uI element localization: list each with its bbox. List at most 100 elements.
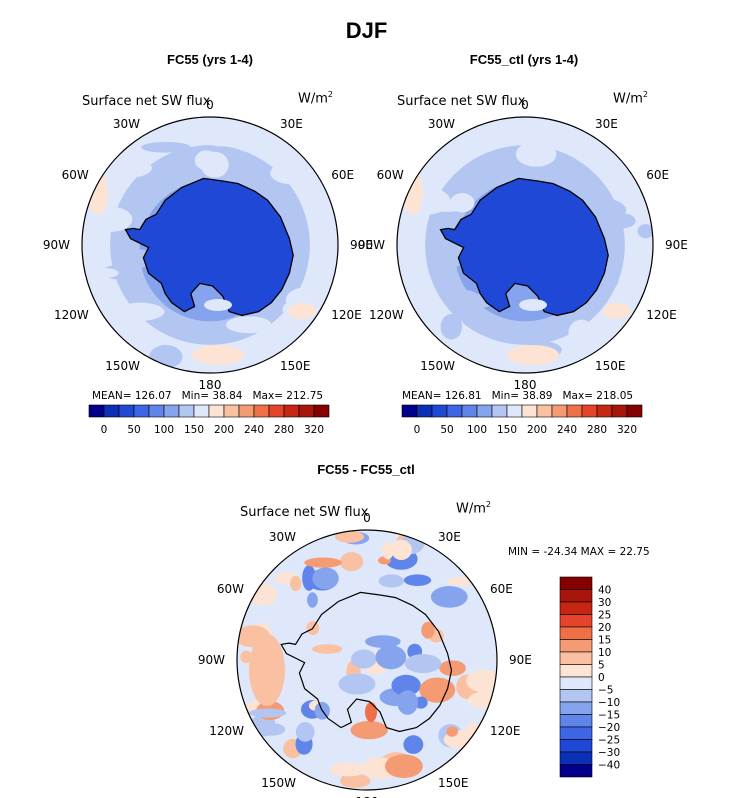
- colorbar-swatch: [253, 404, 270, 418]
- warm-patch: [192, 345, 244, 365]
- colorbar-swatch: [559, 614, 593, 628]
- longitude-label: 90E: [509, 653, 532, 667]
- colorbar-tick-label: 50: [127, 424, 140, 436]
- colorbar-tick-label: −25: [598, 735, 620, 747]
- longitude-label: 30W: [269, 530, 296, 544]
- colorbar-tick-label: 280: [587, 424, 607, 436]
- colorbar-swatch: [559, 576, 593, 590]
- longitude-label: 120E: [331, 308, 362, 322]
- colorbar-tick-label: 240: [557, 424, 577, 436]
- antarctica-field: [440, 178, 609, 316]
- colorbar-tick-label: 50: [440, 424, 453, 436]
- flux-patch: [515, 141, 557, 167]
- flux-patch: [202, 123, 241, 147]
- diff-patch: [403, 574, 432, 586]
- flux-patch: [225, 316, 272, 334]
- colorbar-swatch: [611, 404, 628, 418]
- diff-patch: [466, 669, 497, 693]
- antarctica-field: [125, 178, 294, 316]
- panel-3-variable-label: Surface net SW flux: [240, 505, 369, 520]
- diff-patch: [312, 644, 343, 654]
- colorbar-tick-label: 5: [598, 660, 605, 672]
- diff-patch: [302, 565, 316, 591]
- panel-1-min: Min= 38.84: [181, 390, 243, 402]
- colorbar-swatch: [148, 404, 165, 418]
- colorbar-swatch: [223, 404, 240, 418]
- diff-patch: [390, 539, 412, 560]
- colorbar-swatch: [559, 726, 593, 740]
- colorbar-swatch: [208, 404, 225, 418]
- colorbar-swatch: [446, 404, 463, 418]
- colorbar-tick-label: −20: [598, 722, 620, 734]
- longitude-label: 30E: [595, 117, 618, 131]
- colorbar-tick-label: 30: [598, 597, 611, 609]
- colorbar-swatch: [559, 676, 593, 690]
- warm-patch: [507, 345, 559, 365]
- panel-2-variable-label: Surface net SW flux: [397, 94, 526, 109]
- colorbar-swatch: [551, 404, 568, 418]
- diff-patch: [419, 677, 456, 703]
- colorbar-tick-label: 280: [274, 424, 294, 436]
- diff-patch: [351, 649, 377, 669]
- colorbar-swatch: [559, 589, 593, 603]
- map-panel-3: 0 30E 60E 90E 120E 150E 180 150W 120W 90W 60W 30W: [198, 511, 532, 798]
- colorbar-swatch: [163, 404, 180, 418]
- longitude-label: 180: [199, 378, 222, 392]
- colorbar-swatch: [133, 404, 150, 418]
- longitude-label: 60E: [646, 168, 669, 182]
- colorbar-swatch: [103, 404, 120, 418]
- diff-patch: [249, 708, 287, 718]
- longitude-label: 60W: [377, 168, 404, 182]
- colorbar-tick-label: 10: [598, 647, 611, 659]
- colorbar-swatch: [88, 404, 105, 418]
- diff-patch: [421, 621, 435, 639]
- colorbar-tick-label: 200: [527, 424, 547, 436]
- flux-patch: [270, 161, 316, 185]
- panel-2-units: W/m2: [613, 90, 648, 107]
- colorbar-swatch: [559, 664, 593, 678]
- diff-patch: [340, 774, 371, 788]
- flux-patch: [194, 150, 219, 171]
- diff-patch: [375, 645, 407, 670]
- panel-2-mean: MEAN= 126.81: [402, 390, 482, 402]
- diff-patch: [439, 660, 466, 676]
- diff-patch: [403, 735, 424, 754]
- diff-patch: [329, 762, 367, 777]
- diff-patch: [338, 673, 376, 695]
- diff-patch: [378, 574, 405, 588]
- diff-patch: [404, 654, 442, 674]
- diff-patch: [382, 541, 394, 560]
- map-panel-1: 0 30E 60E 90E 120E 150E 180 150W 120W 90W 60W 30W: [43, 98, 373, 392]
- colorbar-swatch: [559, 714, 593, 728]
- colorbar-swatch: [559, 639, 593, 653]
- colorbar-swatch: [118, 404, 135, 418]
- colorbar-swatch: [298, 404, 315, 418]
- colorbar-swatch: [416, 404, 433, 418]
- colorbar-swatch: [431, 404, 448, 418]
- colorbar-tick-label: 150: [497, 424, 517, 436]
- longitude-label: 150W: [420, 359, 455, 373]
- longitude-label: 30W: [113, 117, 140, 131]
- diff-patch: [365, 635, 401, 648]
- longitude-label: 150W: [261, 776, 296, 790]
- colorbar-tick-label: −10: [598, 697, 620, 709]
- colorbar-swatch: [283, 404, 300, 418]
- diff-patch: [391, 674, 421, 696]
- map-panel-2: 0 30E 60E 90E 120E 150E 180 150W 120W 90W 60W 30W: [358, 98, 688, 392]
- colorbar-swatch: [268, 404, 285, 418]
- diff-patch: [247, 583, 278, 606]
- longitude-label: 120W: [369, 308, 404, 322]
- colorbar-swatch: [238, 404, 255, 418]
- diff-patch: [384, 754, 423, 779]
- longitude-label: 30E: [438, 530, 461, 544]
- colorbar-swatch: [581, 404, 598, 418]
- antarctica-coastline: [124, 177, 294, 317]
- longitude-label: 120E: [490, 724, 521, 738]
- panel-1-mean: MEAN= 126.07: [92, 390, 172, 402]
- colorbar-swatch: [461, 404, 478, 418]
- colorbar-tick-label: 320: [304, 424, 324, 436]
- panel-1-title: FC55 (yrs 1-4): [167, 52, 253, 67]
- panel-1-stats: MEAN= 126.07 Min= 38.84 Max= 212.75: [92, 390, 323, 402]
- longitude-label: 90W: [198, 653, 225, 667]
